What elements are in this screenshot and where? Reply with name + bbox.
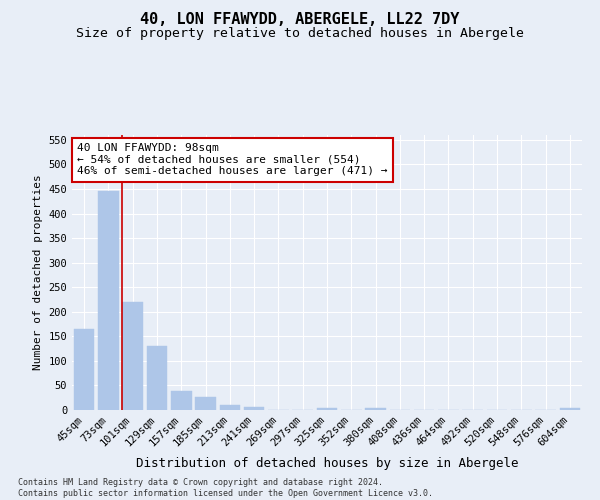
Text: 40 LON FFAWYDD: 98sqm
← 54% of detached houses are smaller (554)
46% of semi-det: 40 LON FFAWYDD: 98sqm ← 54% of detached … — [77, 143, 388, 176]
Bar — [195, 397, 216, 410]
Bar — [98, 192, 119, 410]
Bar — [74, 329, 94, 410]
Text: Contains HM Land Registry data © Crown copyright and database right 2024.
Contai: Contains HM Land Registry data © Crown c… — [18, 478, 433, 498]
Bar — [317, 408, 337, 410]
Bar — [560, 408, 580, 410]
Bar — [171, 392, 191, 410]
Bar — [220, 405, 240, 410]
X-axis label: Distribution of detached houses by size in Abergele: Distribution of detached houses by size … — [136, 457, 518, 470]
Bar — [146, 346, 167, 410]
Y-axis label: Number of detached properties: Number of detached properties — [33, 174, 43, 370]
Bar — [365, 408, 386, 410]
Text: Size of property relative to detached houses in Abergele: Size of property relative to detached ho… — [76, 28, 524, 40]
Bar — [244, 407, 265, 410]
Bar — [122, 302, 143, 410]
Text: 40, LON FFAWYDD, ABERGELE, LL22 7DY: 40, LON FFAWYDD, ABERGELE, LL22 7DY — [140, 12, 460, 28]
